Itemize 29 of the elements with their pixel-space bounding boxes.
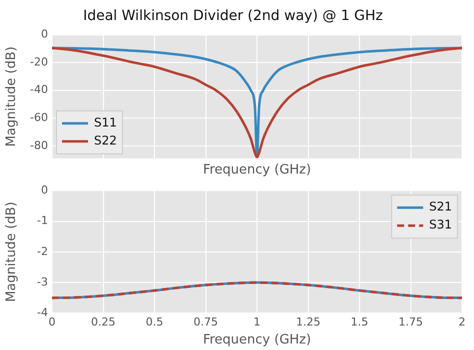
x-tick-label: 1.5 xyxy=(350,316,368,329)
y-tick-label: -60 xyxy=(30,110,48,124)
x-tick-label: 0.75 xyxy=(194,316,218,329)
legend-label: S21 xyxy=(429,200,452,214)
x-tick-label: 2 xyxy=(458,316,466,329)
y-tick-label: -40 xyxy=(30,83,48,96)
x-tick-label: 0.5 xyxy=(146,316,164,329)
y-tick-label: 0 xyxy=(41,28,48,41)
y-tick-label: -80 xyxy=(30,138,48,152)
y-tick-label: -4 xyxy=(37,306,48,320)
x-tick-label: 1.25 xyxy=(296,316,320,329)
line-series xyxy=(52,46,462,158)
x-tick-label: 1 xyxy=(254,316,260,329)
legend-label: S31 xyxy=(429,218,452,232)
y-tick-label: -1 xyxy=(37,214,48,228)
legend-label: S11 xyxy=(94,116,117,130)
y-tick-label: -2 xyxy=(37,244,48,258)
legend-label: S22 xyxy=(94,134,117,148)
y-tick-label: -3 xyxy=(37,275,48,288)
x-axis-title: Frequency (GHz) xyxy=(202,162,312,178)
y-axis-title: Magnitude (dB) xyxy=(4,46,20,147)
y-axis-title: Magnitude (dB) xyxy=(4,202,20,302)
y-tick-label: -20 xyxy=(30,55,48,68)
y-tick-label: 0 xyxy=(41,183,48,196)
chart-title: Ideal Wilkinson Divider (2nd way) @ 1 GHz xyxy=(83,8,383,24)
x-axis-title: Frequency (GHz) xyxy=(202,332,312,348)
x-tick-label: 1.75 xyxy=(398,316,423,329)
x-tick-label: 0.25 xyxy=(91,316,116,329)
line-series xyxy=(52,281,462,300)
